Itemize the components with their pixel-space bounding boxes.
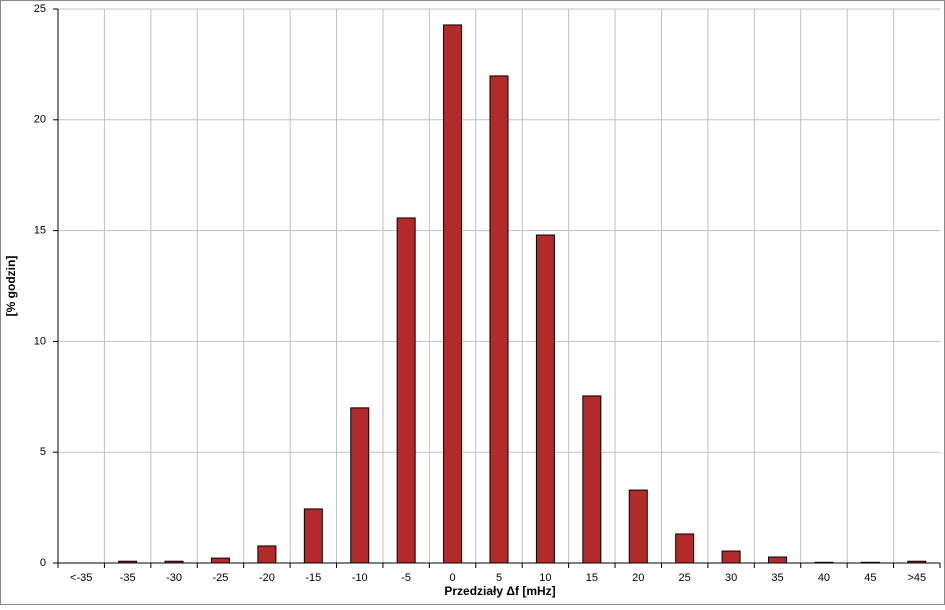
bar: [303, 508, 323, 564]
x-tick-label: 20: [632, 572, 644, 584]
bar: [535, 234, 555, 564]
bar: [257, 545, 277, 564]
bar: [443, 24, 463, 564]
x-tick-label: -35: [120, 572, 136, 584]
bar: [907, 560, 927, 564]
x-tick-label: -10: [352, 572, 368, 584]
bar: [860, 561, 880, 564]
x-tick-label: 40: [818, 572, 830, 584]
bar: [721, 550, 741, 564]
x-tick-label: -20: [259, 572, 275, 584]
bar: [210, 557, 230, 564]
y-tick-label: 5: [40, 446, 46, 458]
bar: [582, 395, 602, 564]
x-tick-label: -25: [213, 572, 229, 584]
x-tick-label: -15: [305, 572, 321, 584]
y-tick-label: 15: [34, 225, 46, 237]
bar: [350, 407, 370, 564]
y-tick-label: 10: [34, 335, 46, 347]
x-tick-label: 10: [539, 572, 551, 584]
x-tick-label: 45: [864, 572, 876, 584]
y-tick-label: 25: [34, 3, 46, 15]
bar: [118, 560, 138, 564]
x-tick-label: -30: [166, 572, 182, 584]
x-tick-label: -5: [401, 572, 411, 584]
x-tick-label: 35: [771, 572, 783, 584]
x-tick-label: 25: [679, 572, 691, 584]
bar: [164, 560, 184, 564]
y-tick-label: 0: [40, 557, 46, 569]
y-axis-label: [% godzin]: [4, 256, 18, 317]
bar: [628, 489, 648, 564]
x-tick-label: 15: [586, 572, 598, 584]
bar: [396, 217, 416, 564]
x-tick-label: 30: [725, 572, 737, 584]
bar: [814, 561, 834, 564]
x-tick-label: 0: [450, 572, 456, 584]
y-tick-label: 20: [34, 114, 46, 126]
x-tick-label: 5: [496, 572, 502, 584]
bar: [489, 75, 509, 564]
x-tick-label: <-35: [70, 572, 92, 584]
bar: [768, 556, 788, 564]
x-axis-label: Przedziały Δf [mHz]: [444, 584, 555, 598]
x-tick-label: >45: [907, 572, 926, 584]
bar: [675, 533, 695, 564]
